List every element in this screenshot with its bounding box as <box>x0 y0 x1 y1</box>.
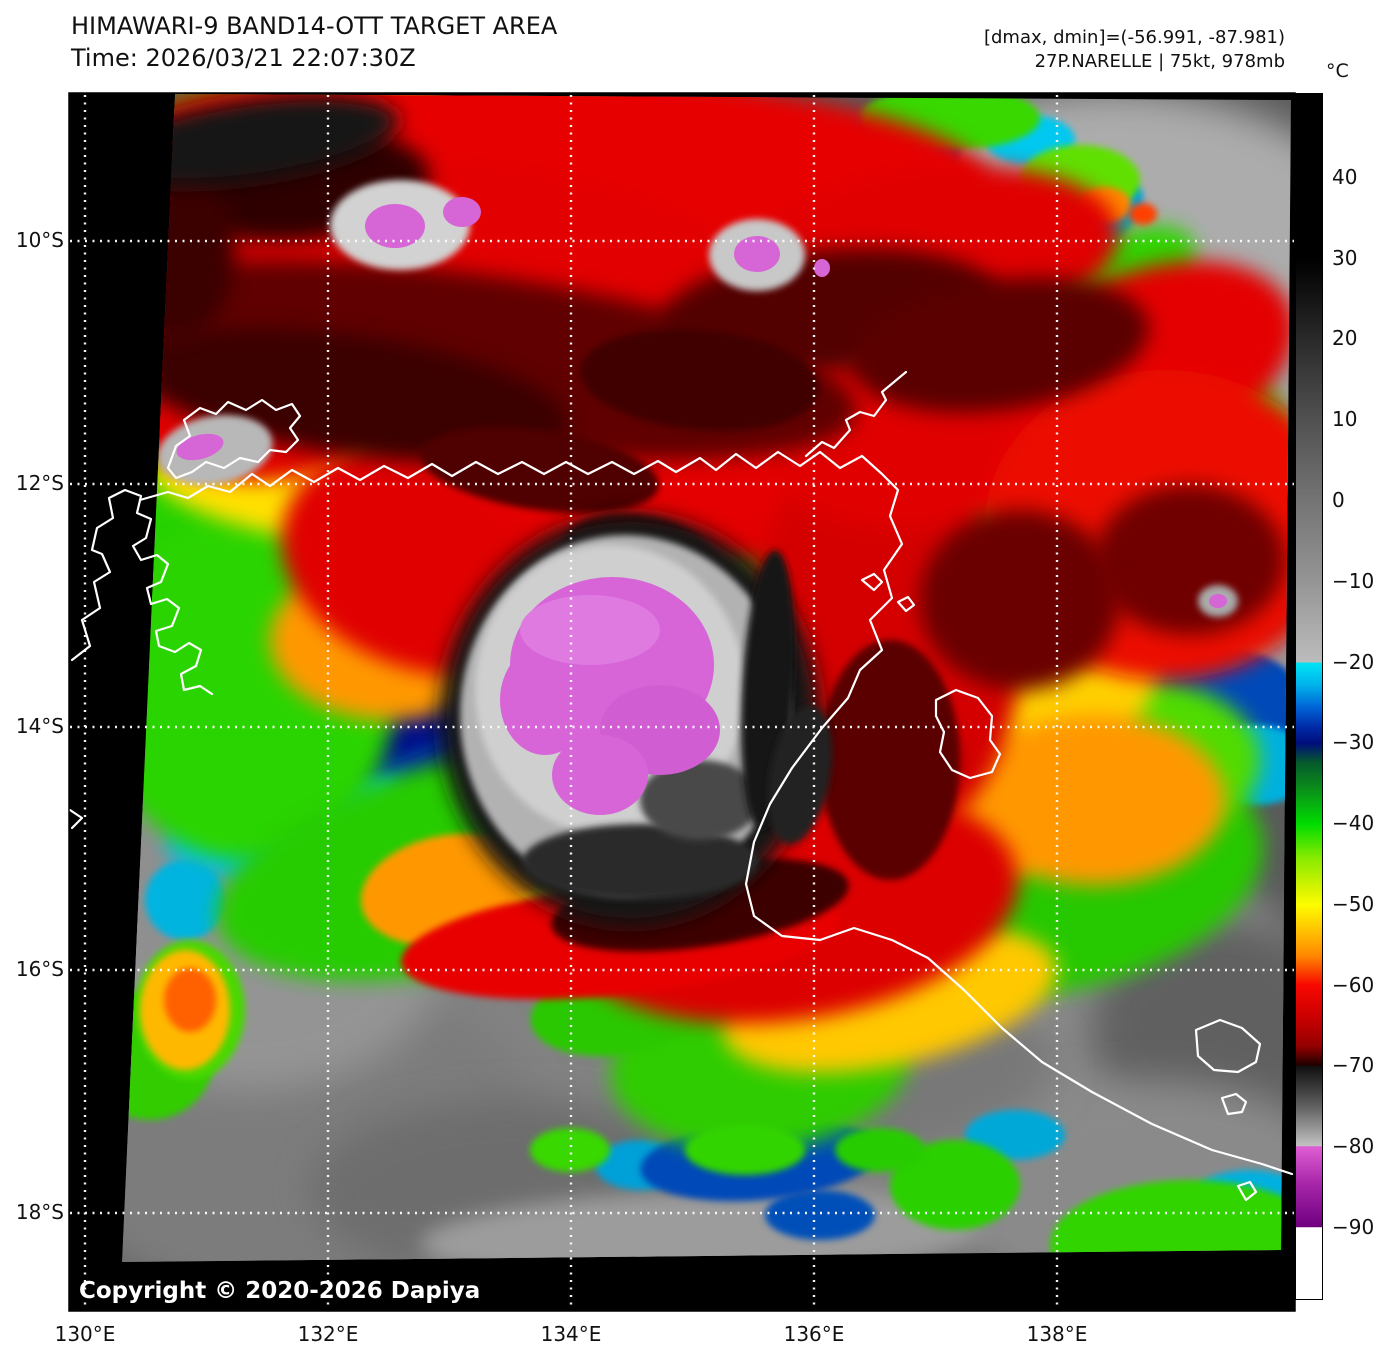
lon-tick-label: 134°E <box>540 1322 602 1346</box>
colorbar-tick: −50 <box>1332 892 1375 916</box>
colorbar-unit-label: °C <box>1326 60 1349 82</box>
dmax-dmin-annotation: [dmax, dmin]=(-56.991, -87.981) <box>983 27 1285 48</box>
colorbar-tick: −90 <box>1332 1215 1375 1239</box>
storm-info-annotation: 27P.NARELLE | 75kt, 978mb <box>1034 51 1285 72</box>
annotation-block: [dmax, dmin]=(-56.991, -87.981) 27P.NARE… <box>984 26 1285 74</box>
temperature-colorbar <box>1295 93 1323 1300</box>
timestamp-line: Time: 2026/03/21 22:07:30Z <box>71 44 416 72</box>
lat-tick-label: 18°S <box>15 1200 64 1224</box>
colorbar-tick: 30 <box>1332 246 1358 270</box>
lon-tick-label: 130°E <box>54 1322 116 1346</box>
lon-tick-label: 132°E <box>297 1322 359 1346</box>
lat-tick-label: 10°S <box>15 228 64 252</box>
lat-tick-label: 14°S <box>15 714 64 738</box>
colorbar-tick: −30 <box>1332 730 1375 754</box>
lon-tick-label: 138°E <box>1026 1322 1088 1346</box>
colorbar-tick: −10 <box>1332 569 1375 593</box>
colorbar-tick: −20 <box>1332 650 1375 674</box>
colorbar-tick: 40 <box>1332 165 1358 189</box>
colorbar-tick: 10 <box>1332 407 1358 431</box>
page-title: HIMAWARI-9 BAND14-OTT TARGET AREA <box>71 12 558 40</box>
colorbar-tick: −60 <box>1332 973 1375 997</box>
map-frame <box>69 93 1295 1311</box>
colorbar-tick: −80 <box>1332 1134 1375 1158</box>
colorbar-tick: 0 <box>1332 488 1345 512</box>
colorbar-tick: −70 <box>1332 1053 1375 1077</box>
lat-tick-label: 16°S <box>15 957 64 981</box>
lat-tick-label: 12°S <box>15 471 64 495</box>
colorbar-tick: 20 <box>1332 326 1358 350</box>
colorbar-tick: −40 <box>1332 811 1375 835</box>
lon-tick-label: 136°E <box>783 1322 845 1346</box>
copyright-watermark: Copyright © 2020-2026 Dapiya <box>79 1278 481 1304</box>
